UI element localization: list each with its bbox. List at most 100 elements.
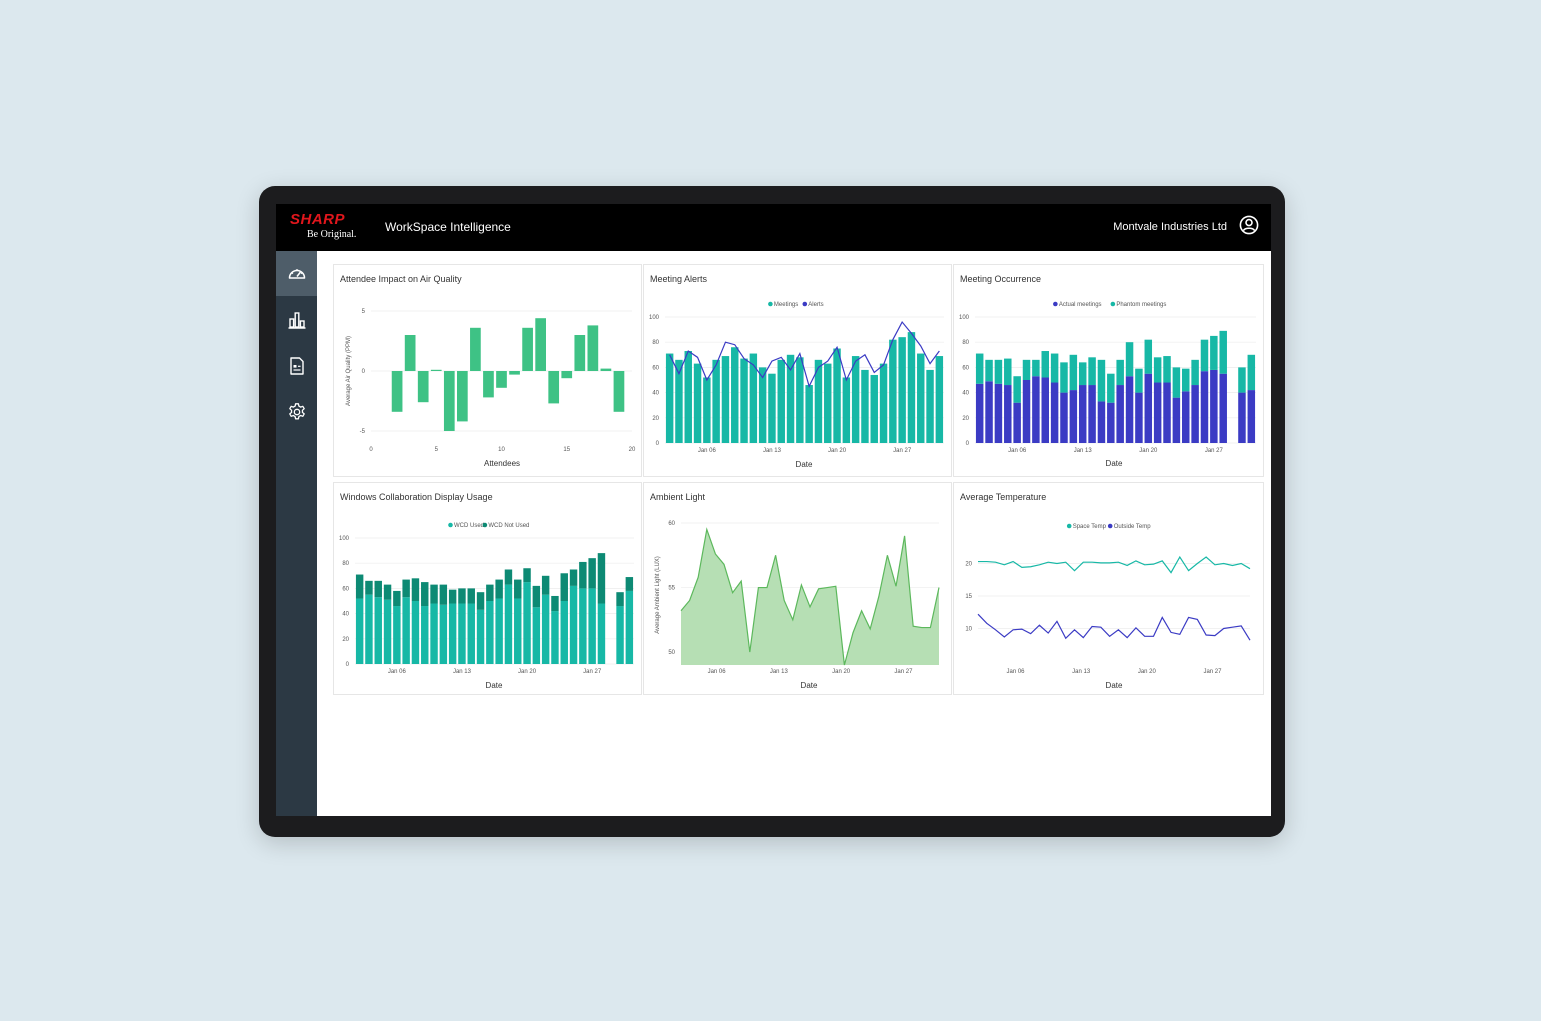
bar-segment bbox=[1116, 359, 1124, 386]
panel-title: Average Temperature bbox=[960, 492, 1047, 502]
bar-segment bbox=[421, 606, 429, 664]
x-axis-title: Date bbox=[796, 460, 813, 469]
light-area bbox=[681, 529, 939, 665]
legend-label: Outside Temp bbox=[1114, 524, 1152, 530]
bar-segment bbox=[1182, 391, 1190, 443]
bar-segment bbox=[439, 604, 448, 664]
user-circle-icon[interactable] bbox=[1239, 215, 1259, 235]
organization-name: Montvale Industries Ltd bbox=[1113, 221, 1227, 233]
sidebar-item-dashboard[interactable] bbox=[276, 251, 317, 296]
bar-segment bbox=[560, 601, 568, 664]
x-tick-label: Jan 20 bbox=[832, 669, 851, 675]
y-tick-label: 60 bbox=[342, 586, 349, 592]
bar-segment bbox=[1247, 354, 1256, 391]
space-temp-line bbox=[978, 555, 1251, 574]
legend-label: WCD Used bbox=[454, 523, 484, 529]
legend-label: Meetings bbox=[774, 302, 798, 308]
bar-segment bbox=[1200, 371, 1209, 443]
bar-segment bbox=[523, 582, 531, 664]
bar-segment bbox=[1078, 362, 1087, 386]
sidebar-item-settings[interactable] bbox=[276, 389, 317, 434]
bar bbox=[833, 348, 841, 443]
bar-segment bbox=[458, 588, 466, 604]
bar-segment bbox=[1050, 382, 1059, 443]
bar bbox=[391, 371, 403, 412]
y-tick-label: 100 bbox=[649, 315, 660, 321]
bar-segment bbox=[569, 569, 578, 586]
bar-segment bbox=[1163, 382, 1171, 443]
bar-segment bbox=[1041, 377, 1049, 443]
light-line bbox=[680, 527, 940, 666]
bar bbox=[861, 369, 869, 443]
bar-segment bbox=[1022, 359, 1031, 380]
bar bbox=[926, 369, 934, 443]
x-tick-label: Jan 27 bbox=[893, 448, 912, 454]
bar-segment bbox=[1144, 373, 1153, 443]
bar-segment bbox=[551, 595, 559, 612]
y-tick-label: 0 bbox=[966, 441, 970, 447]
y-tick-label: 60 bbox=[652, 365, 659, 371]
y-tick-label: 80 bbox=[652, 340, 659, 346]
bar-segment bbox=[514, 579, 522, 599]
bar-segment bbox=[1032, 359, 1040, 377]
bar-segment bbox=[1163, 356, 1171, 383]
bar-segment bbox=[495, 579, 503, 599]
bar bbox=[470, 327, 481, 371]
bar bbox=[456, 371, 468, 422]
average-temperature-chart: 10 15 20 Space Temp Outside Temp Jan 06 Jan 13… bbox=[965, 523, 1251, 690]
sidebar-item-analytics[interactable] bbox=[276, 297, 317, 342]
bar-segment bbox=[514, 598, 522, 664]
report-document-icon bbox=[289, 356, 304, 375]
bar-segment bbox=[1125, 342, 1134, 377]
bar-segment bbox=[467, 588, 475, 604]
bar-segment bbox=[541, 594, 550, 664]
bar bbox=[721, 356, 730, 443]
bar bbox=[740, 358, 748, 443]
bar-segment bbox=[504, 569, 513, 585]
x-tick-label: Jan 20 bbox=[518, 669, 537, 675]
bar bbox=[917, 353, 925, 443]
y-tick-label: 60 bbox=[668, 521, 675, 527]
x-tick-label: Jan 20 bbox=[1138, 669, 1157, 675]
legend-marker bbox=[1066, 523, 1072, 529]
bar bbox=[561, 371, 573, 379]
bar bbox=[535, 318, 547, 371]
bar bbox=[404, 335, 416, 371]
bar-segment bbox=[1107, 402, 1115, 443]
x-tick-label: Jan 27 bbox=[583, 669, 602, 675]
sidebar-item-reports[interactable] bbox=[276, 343, 317, 388]
wcd-usage-panel: Windows Collaboration Display Usage 0 20 4… bbox=[333, 482, 642, 695]
bar-segment bbox=[402, 597, 410, 664]
bar-segment bbox=[625, 590, 634, 664]
legend-label: Phantom meetings bbox=[1116, 302, 1166, 308]
x-tick-label: Jan 06 bbox=[1007, 669, 1026, 675]
bar-segment bbox=[1210, 369, 1218, 443]
bar bbox=[879, 363, 888, 443]
bar-segment bbox=[1153, 357, 1162, 383]
y-tick-label: 50 bbox=[668, 650, 675, 656]
bar bbox=[684, 351, 692, 443]
bar-segment bbox=[1022, 380, 1031, 443]
app-screen: SHARP Be Original. WorkSpace Intelligenc… bbox=[276, 204, 1271, 816]
air-quality-chart: 5 0 -5 0 5 10 15 20 Attendees Average Air Quality… bbox=[346, 309, 636, 468]
bar-segment bbox=[355, 598, 364, 664]
bar bbox=[703, 377, 711, 443]
sidebar bbox=[276, 251, 317, 816]
x-tick-label: Jan 20 bbox=[1139, 448, 1158, 454]
bar bbox=[814, 359, 823, 443]
bar-segment bbox=[569, 585, 578, 664]
bar-segment bbox=[597, 603, 606, 664]
x-axis-title: Date bbox=[1106, 681, 1123, 690]
x-tick-label: 10 bbox=[498, 447, 505, 453]
legend-marker bbox=[1107, 523, 1113, 529]
bar-segment bbox=[476, 609, 485, 664]
dashboard-gauge-icon bbox=[288, 268, 305, 279]
bar-segment bbox=[1060, 392, 1068, 443]
x-tick-label: Jan 06 bbox=[388, 669, 407, 675]
bar bbox=[587, 325, 599, 371]
bar-segment bbox=[1032, 376, 1040, 443]
outside-temp-line bbox=[977, 613, 1251, 641]
panel-title: Meeting Occurrence bbox=[960, 274, 1042, 284]
y-tick-label: 60 bbox=[962, 365, 969, 371]
y-tick-label: 80 bbox=[342, 561, 349, 567]
